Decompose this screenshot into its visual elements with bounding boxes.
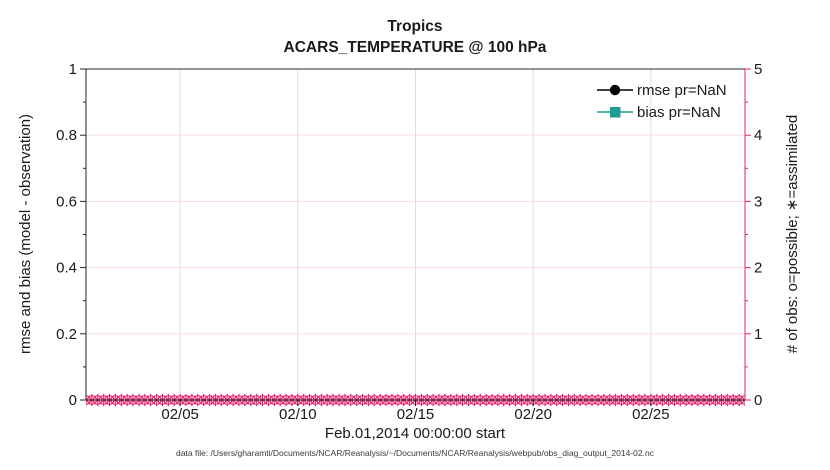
legend-rmse-label: rmse pr=NaN <box>637 82 727 99</box>
y-left-tick-label: 0.6 <box>56 193 77 210</box>
x-tick-label: 02/25 <box>632 406 670 423</box>
x-tick-label: 02/20 <box>514 406 552 423</box>
legend-bias-label: bias pr=NaN <box>637 104 721 121</box>
y-left-tick-label: 0.4 <box>56 260 77 277</box>
x-tick-label: 02/05 <box>161 406 199 423</box>
tick-marks-and-labels: 0 0.2 0.4 0.6 0.8 1 0 1 2 3 4 5 02/05 02/10 02/15 02/20… <box>56 61 762 423</box>
y-right-tick-label: 1 <box>754 326 762 343</box>
footer-datafile-path: data file: /Users/gharamti/Documents/NCA… <box>176 448 655 458</box>
x-axis-label: Feb.01,2014 00:00:00 start <box>325 425 506 442</box>
y-left-tick-label: 0 <box>69 392 77 409</box>
y-axis-left-label: rmse and bias (model - observation) <box>17 114 34 354</box>
y-right-tick-label: 5 <box>754 61 762 78</box>
y-right-tick-label: 3 <box>754 193 762 210</box>
y-left-tick-label: 0.8 <box>56 127 77 144</box>
y-right-tick-label: 0 <box>754 392 762 409</box>
legend-bias-square-marker <box>610 107 621 118</box>
legend-item-rmse: rmse pr=NaN <box>597 82 727 99</box>
legend-rmse-circle-marker <box>609 84 621 96</box>
x-tick-label: 02/15 <box>397 406 435 423</box>
y-axis-right-label: # of obs: o=possible; ∗=assimilated <box>784 115 801 354</box>
plot-subtitle: ACARS_TEMPERATURE @ 100 hPa <box>284 39 547 56</box>
y-right-tick-label: 4 <box>754 127 762 144</box>
legend-item-bias: bias pr=NaN <box>597 104 721 121</box>
y-left-tick-label: 0.2 <box>56 326 77 343</box>
legend: rmse pr=NaN bias pr=NaN <box>597 82 727 121</box>
plot-title: Tropics <box>387 18 442 35</box>
gridlines <box>86 69 745 400</box>
y-left-tick-label: 1 <box>69 61 77 78</box>
x-tick-label: 02/10 <box>279 406 317 423</box>
y-right-tick-label: 2 <box>754 260 762 277</box>
